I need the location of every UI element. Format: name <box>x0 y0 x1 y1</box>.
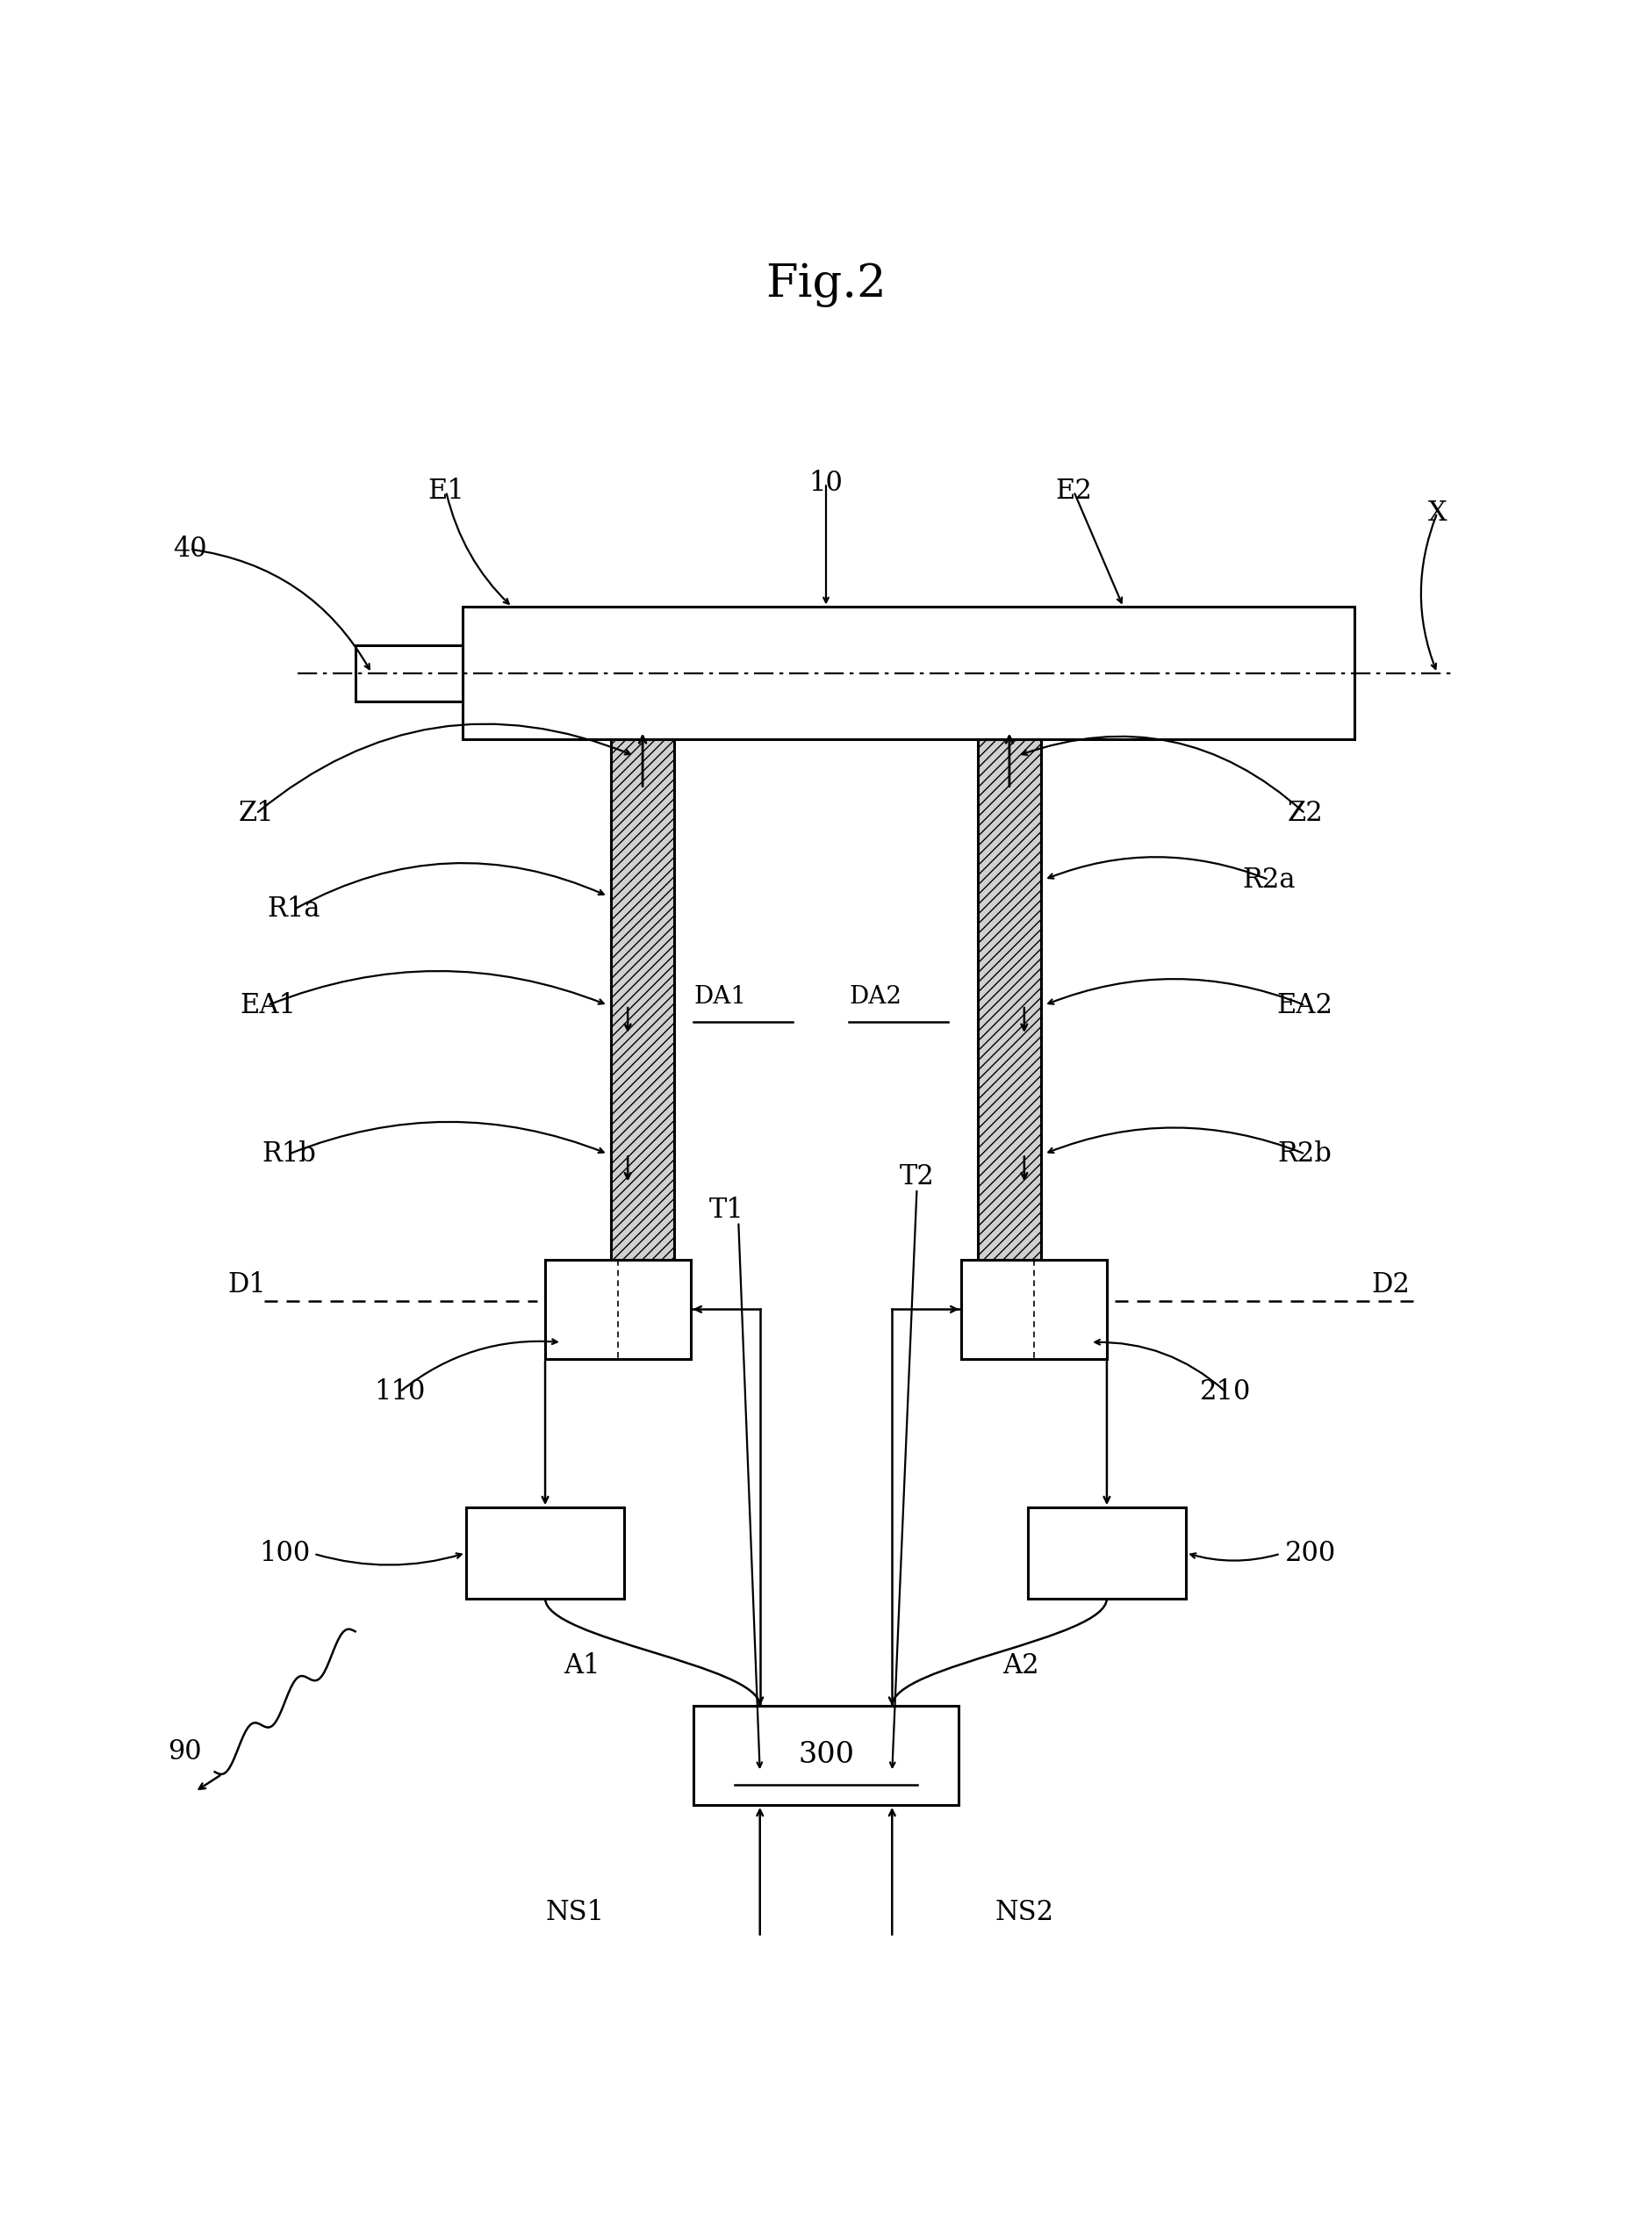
Text: EA1: EA1 <box>240 991 296 1020</box>
Text: E2: E2 <box>1056 478 1092 504</box>
Text: DA2: DA2 <box>849 984 902 1009</box>
FancyBboxPatch shape <box>978 740 1041 1260</box>
FancyBboxPatch shape <box>545 1260 691 1360</box>
Text: Z2: Z2 <box>1287 800 1323 827</box>
FancyBboxPatch shape <box>463 607 1355 740</box>
Text: D1: D1 <box>228 1271 266 1298</box>
Text: 100: 100 <box>259 1540 311 1567</box>
FancyBboxPatch shape <box>694 1706 958 1804</box>
Text: A2: A2 <box>1003 1653 1039 1680</box>
Text: R2b: R2b <box>1279 1140 1332 1167</box>
Text: E1: E1 <box>428 478 464 504</box>
FancyBboxPatch shape <box>355 644 463 702</box>
Text: 210: 210 <box>1199 1378 1252 1407</box>
Text: EA2: EA2 <box>1277 991 1333 1020</box>
Text: D2: D2 <box>1371 1271 1409 1298</box>
FancyBboxPatch shape <box>1028 1507 1186 1598</box>
Text: T1: T1 <box>709 1195 745 1224</box>
Text: Z1: Z1 <box>238 800 274 827</box>
Text: Fig.2: Fig.2 <box>765 262 887 307</box>
Text: 300: 300 <box>798 1742 854 1769</box>
Text: 10: 10 <box>809 469 843 498</box>
Text: NS1: NS1 <box>545 1900 605 1926</box>
Text: 40: 40 <box>173 536 206 562</box>
Text: R1b: R1b <box>263 1140 316 1167</box>
FancyBboxPatch shape <box>961 1260 1107 1360</box>
Text: 90: 90 <box>169 1738 202 1766</box>
Text: DA1: DA1 <box>694 984 747 1009</box>
Text: T2: T2 <box>899 1164 935 1191</box>
FancyBboxPatch shape <box>611 740 674 1260</box>
Text: X: X <box>1427 500 1447 527</box>
Text: R2a: R2a <box>1242 867 1295 893</box>
Text: R1a: R1a <box>268 895 320 922</box>
Text: A1: A1 <box>563 1653 600 1680</box>
Text: 200: 200 <box>1285 1540 1336 1567</box>
Text: NS2: NS2 <box>995 1900 1054 1926</box>
FancyBboxPatch shape <box>466 1507 624 1598</box>
Text: 110: 110 <box>373 1378 426 1407</box>
